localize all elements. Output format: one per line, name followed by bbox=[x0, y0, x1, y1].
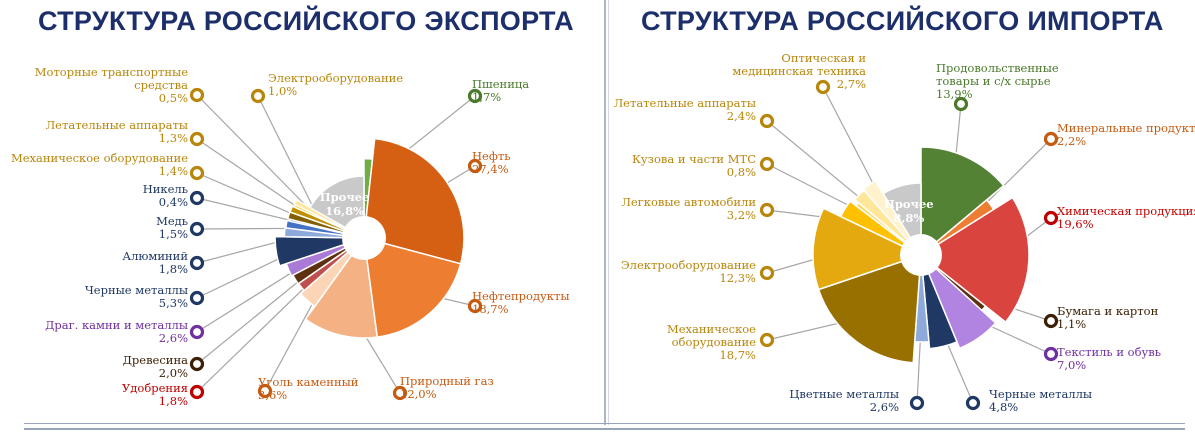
marker-электрооборудование bbox=[250, 88, 266, 104]
label-текстиль-и-обувь: Текстиль и обувь 7,0% bbox=[1057, 345, 1161, 372]
slice-оптическая-и-медицинская-техника bbox=[862, 179, 922, 256]
leader-электрооборудование bbox=[257, 95, 317, 214]
label-электрооборудование: Электрооборудование 12,3% bbox=[621, 258, 756, 285]
label-летательные-аппараты: Летательные аппараты 2,4% bbox=[614, 96, 756, 123]
label-бумага-и-картон: Бумага и картон 1,1% bbox=[1057, 304, 1159, 331]
label-летательные-аппараты: Летательные аппараты 1,3% bbox=[46, 118, 188, 145]
label-прочее: Прочее 8,8% bbox=[884, 197, 934, 225]
marker-текстиль-и-обувь bbox=[1043, 346, 1059, 362]
export-center-hole bbox=[342, 216, 386, 260]
marker-оптическая-и-медицинская-техника bbox=[815, 79, 831, 95]
marker-моторные-транспортные-средства bbox=[189, 87, 205, 103]
marker-механическое-оборудование bbox=[189, 165, 205, 181]
marker-пшеница bbox=[467, 88, 483, 104]
marker-природный-газ bbox=[392, 385, 408, 401]
export-title: СТРУКТУРА РОССИЙСКОГО ЭКСПОРТА bbox=[38, 6, 574, 36]
label-электрооборудование: Электрооборудование 1,0% bbox=[268, 71, 403, 98]
label-минеральные-продукты: Минеральные продукты 2,2% bbox=[1057, 121, 1195, 148]
marker-минеральные-продукты bbox=[1043, 131, 1059, 147]
slice-нефтепродукты bbox=[363, 236, 462, 338]
label-моторные-транспортные-средства: Моторные транспортные средства 0,5% bbox=[35, 65, 188, 105]
label-черные-металлы: Черные металлы 5,3% bbox=[85, 283, 188, 310]
slice-черные-металлы bbox=[920, 254, 958, 350]
slice-уголь-каменный bbox=[299, 237, 365, 308]
label-кузова-и-части-мтс: Кузова и части МТС 0,8% bbox=[632, 152, 756, 179]
label-черные-металлы: Черные металлы 4,8% bbox=[989, 387, 1092, 414]
slice-механическое-оборудование bbox=[817, 253, 922, 364]
slice-черные-металлы bbox=[274, 235, 365, 267]
label-никель: Никель 0,4% bbox=[143, 182, 188, 209]
bottom-rule bbox=[24, 423, 1185, 424]
label-древесина: Древесина 2,0% bbox=[123, 353, 189, 380]
label-химическая-продукция: Химическая продукция 19,6% bbox=[1057, 204, 1195, 231]
marker-легковые-автомобили bbox=[759, 202, 775, 218]
import-labels: Продовольственные товары и с/х сырье 13,9%… bbox=[614, 51, 1195, 414]
label-нефтепродукты: Нефтепродукты 18,7% bbox=[472, 289, 570, 316]
marker-драг-камни-и-металлы bbox=[189, 324, 205, 340]
label-пшеница: Пшеница 1,7% bbox=[472, 77, 529, 104]
export-labels: Пшеница 1,7% Нефть 27,4% Нефтепродукты 18,7% П… bbox=[11, 65, 570, 408]
label-природный-газ: Природный газ 12,0% bbox=[400, 374, 494, 401]
label-легковые-автомобили: Легковые автомобили 3,2% bbox=[621, 195, 756, 222]
marker-цветные-металлы bbox=[909, 395, 925, 411]
marker-кузова-и-части-мтс bbox=[759, 156, 775, 172]
label-цветные-металлы: Цветные металлы 2,6% bbox=[789, 387, 899, 414]
marker-алюминий bbox=[189, 255, 205, 271]
slice-электрооборудование bbox=[812, 207, 923, 291]
marker-нефть bbox=[467, 158, 483, 174]
leader-древесина bbox=[196, 266, 317, 365]
marker-медь bbox=[189, 221, 205, 237]
marker-продовольственные-товары-и-с-х-сырье bbox=[953, 96, 969, 112]
leader-моторные-транспортные-средства bbox=[196, 94, 317, 216]
slice-нефть bbox=[363, 137, 465, 265]
slice-продовольственные-товары-и-с-х-сырье bbox=[920, 146, 1005, 257]
marker-бумага-и-картон bbox=[1043, 313, 1059, 329]
label-оптическая-и-медицинская-техника: Оптическая и медицинская техника 2,7% bbox=[732, 51, 866, 91]
marker-летательные-аппараты bbox=[759, 113, 775, 129]
marker-удобрения bbox=[189, 384, 205, 400]
slice-текстиль-и-обувь bbox=[920, 254, 997, 350]
label-продовольственные-товары-и-с-х-сырье: Продовольственные товары и с/х сырье 13,9% bbox=[936, 61, 1059, 101]
label-механическое-оборудование: Механическое оборудование 1,4% bbox=[11, 151, 188, 178]
import-slices bbox=[812, 146, 1030, 364]
import-center-hole bbox=[900, 234, 942, 276]
leader-удобрения bbox=[196, 271, 321, 393]
panel-divider bbox=[604, 0, 606, 425]
label-нефть: Нефть 27,4% bbox=[472, 149, 510, 176]
slice-природный-газ bbox=[304, 236, 379, 339]
label-алюминий: Алюминий 1,8% bbox=[122, 249, 188, 276]
label-уголь-каменный: Уголь каменный 3,6% bbox=[258, 375, 359, 402]
import-pie-chart: Продовольственные товары и с/х сырье 13,9%… bbox=[614, 51, 1195, 414]
marker-никель bbox=[189, 190, 205, 206]
label-удобрения: Удобрения 1,8% bbox=[122, 381, 188, 408]
marker-черные-металлы bbox=[189, 290, 205, 306]
slice-химическая-продукция bbox=[919, 196, 1030, 324]
marker-химическая-продукция bbox=[1043, 210, 1059, 226]
slice-легковые-автомобили bbox=[839, 200, 922, 256]
label-медь: Медь 1,5% bbox=[156, 214, 188, 241]
marker-черные-металлы bbox=[965, 395, 981, 411]
bottom-rule-thick bbox=[24, 428, 1185, 430]
import-title: СТРУКТУРА РОССИЙСКОГО ИМПОРТА bbox=[641, 6, 1164, 36]
marker-летательные-аппараты bbox=[189, 131, 205, 147]
export-pie-chart: Пшеница 1,7% Нефть 27,4% Нефтепродукты 18,7% П… bbox=[11, 65, 570, 408]
marker-уголь-каменный bbox=[257, 383, 273, 399]
marker-древесина bbox=[189, 356, 205, 372]
marker-нефтепродукты bbox=[467, 298, 483, 314]
label-механическое-оборудование: Механическое оборудование 18,7% bbox=[667, 322, 756, 362]
marker-электрооборудование bbox=[759, 265, 775, 281]
marker-механическое-оборудование bbox=[759, 332, 775, 348]
panel-divider-secondary bbox=[608, 0, 609, 425]
label-драг-камни-и-металлы: Драг. камни и металлы 2,6% bbox=[45, 318, 188, 345]
label-прочее: Прочее 16,8% bbox=[320, 190, 370, 218]
